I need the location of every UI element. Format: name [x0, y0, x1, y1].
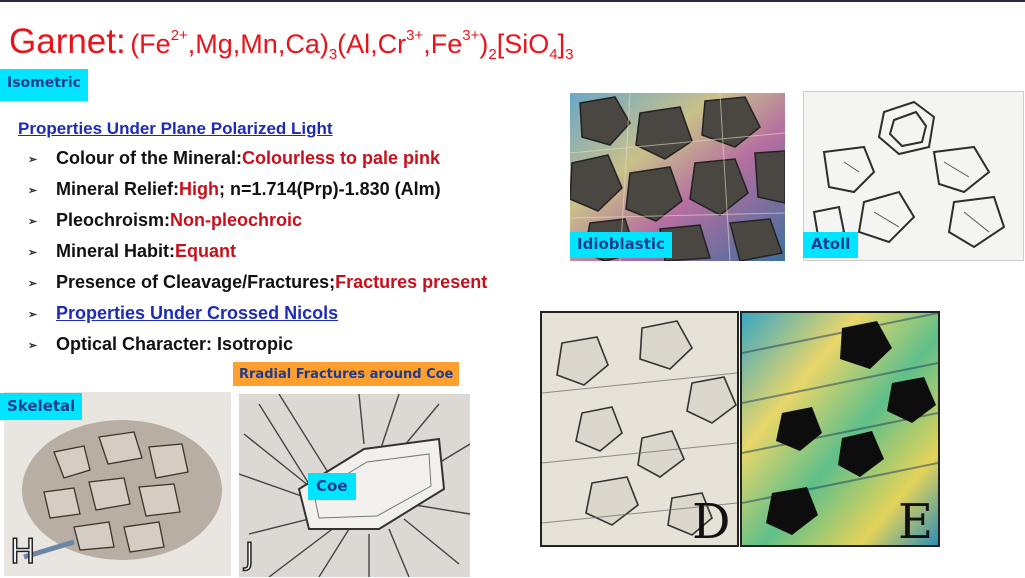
list-item: ➢ Optical Character: Isotropic	[28, 334, 294, 354]
bullet-arrow-icon: ➢	[28, 216, 38, 228]
label-coe: Coe	[308, 473, 356, 500]
bullet-arrow-icon: ➢	[28, 247, 38, 259]
label-atoll: Atoll	[803, 232, 859, 258]
coe-texture	[239, 394, 470, 577]
label-idioblastic: Idioblastic	[570, 232, 672, 258]
list-item: ➢ Mineral Habit: Equant	[28, 241, 237, 261]
label-skeletal: Skeletal	[0, 393, 83, 420]
photo-d-texture	[542, 320, 737, 536]
label-radial-fractures: Rradial Fractures around Coe	[233, 362, 460, 386]
title-mineral: Garnet:	[9, 22, 126, 61]
top-border	[0, 0, 1025, 2]
list-item: ➢ Colour of the Mineral: Colourless to pa…	[28, 148, 441, 168]
label-j: J	[244, 537, 254, 572]
skeletal-photo: H	[4, 392, 231, 576]
properties-list: ➢ Colour of the Mineral: Colourless to pa…	[28, 148, 487, 365]
slide-title: Garnet: (Fe2+,Mg,Mn,Ca)3(Al,Cr3+,Fe3+)2[…	[9, 22, 573, 63]
bullet-arrow-icon: ➢	[28, 154, 38, 166]
list-item: ➢ Properties Under Crossed Nicols	[28, 303, 487, 334]
crossed-nicols-link[interactable]: Properties Under Crossed Nicols	[56, 303, 339, 323]
label-d: D	[692, 494, 731, 547]
label-h: H	[9, 532, 36, 572]
photo-e-texture	[742, 313, 938, 545]
list-item: ➢ Mineral Relief: High; n=1.714(Prp)-1.83…	[28, 179, 441, 199]
list-item: ➢ Pleochroism: Non-pleochroic	[28, 210, 303, 230]
bullet-arrow-icon: ➢	[28, 340, 38, 352]
photo-e: E	[740, 311, 940, 547]
label-e: E	[898, 494, 934, 547]
bullet-arrow-icon: ➢	[28, 309, 38, 321]
title-formula: (Fe2+,Mg,Mn,Ca)3(Al,Cr3+,Fe3+)2[SiO4]3	[130, 27, 574, 63]
ppl-heading-link[interactable]: Properties Under Plane Polarized Light	[18, 119, 333, 138]
label-isometric: Isometric	[0, 69, 88, 101]
photo-d: D	[540, 311, 739, 547]
skeletal-texture	[22, 420, 222, 560]
bullet-arrow-icon: ➢	[28, 278, 38, 290]
bullet-arrow-icon: ➢	[28, 185, 38, 197]
list-item: ➢ Presence of Cleavage/Fractures; Fractur…	[28, 272, 488, 292]
